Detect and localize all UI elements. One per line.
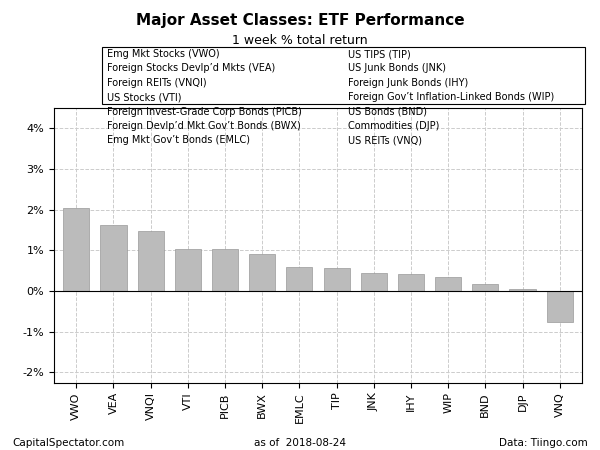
Bar xyxy=(323,268,350,291)
Bar xyxy=(100,225,127,291)
Bar xyxy=(286,266,313,291)
Bar xyxy=(361,273,387,291)
Bar xyxy=(547,291,573,321)
Bar xyxy=(63,208,89,291)
Bar xyxy=(137,231,164,291)
Text: 1 week % total return: 1 week % total return xyxy=(232,34,368,47)
Bar xyxy=(509,289,536,291)
Text: Emg Mkt Stocks (VWO)
Foreign Stocks Devlp’d Mkts (VEA)
Foreign REITs (VNQI)
US S: Emg Mkt Stocks (VWO) Foreign Stocks Devl… xyxy=(107,49,302,145)
Bar xyxy=(212,249,238,291)
Bar xyxy=(398,274,424,291)
Text: CapitalSpectator.com: CapitalSpectator.com xyxy=(12,438,124,448)
Text: as of  2018-08-24: as of 2018-08-24 xyxy=(254,438,346,448)
Bar xyxy=(175,249,201,291)
Bar xyxy=(472,284,499,291)
Text: US TIPS (TIP)
US Junk Bonds (JNK)
Foreign Junk Bonds (IHY)
Foreign Gov’t Inflati: US TIPS (TIP) US Junk Bonds (JNK) Foreig… xyxy=(348,49,554,145)
Bar xyxy=(249,254,275,291)
Text: Data: Tiingo.com: Data: Tiingo.com xyxy=(499,438,588,448)
Bar xyxy=(435,277,461,291)
Text: Major Asset Classes: ETF Performance: Major Asset Classes: ETF Performance xyxy=(136,14,464,28)
